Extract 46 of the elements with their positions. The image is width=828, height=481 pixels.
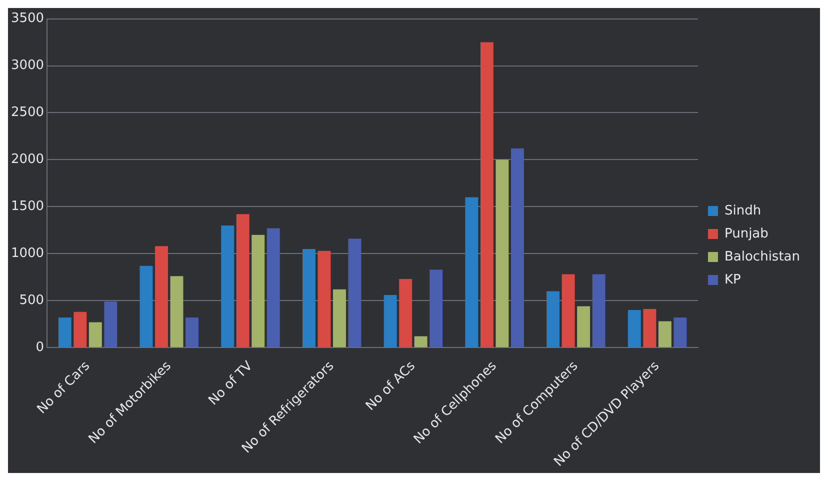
bar: [266, 228, 280, 348]
y-tick-label: 500: [19, 292, 44, 308]
x-tick-label: No of TV: [206, 358, 256, 408]
bar: [496, 160, 509, 348]
bar: [318, 250, 331, 348]
bar: [414, 336, 428, 348]
bar: [302, 248, 316, 348]
bar: [674, 318, 687, 348]
bar: [332, 289, 346, 348]
bar: [546, 291, 560, 348]
legend-label: Balochistan: [724, 249, 800, 264]
bar: [348, 238, 362, 348]
bar: [510, 148, 524, 348]
bar: [643, 309, 656, 348]
y-tick-label: 3500: [10, 11, 44, 26]
bar: [74, 312, 87, 348]
y-tick-label: 0: [36, 340, 44, 355]
bar: [252, 234, 265, 348]
bar: [562, 274, 575, 348]
legend-label: Punjab: [724, 226, 768, 242]
bar: [155, 246, 168, 348]
bar: [658, 321, 672, 348]
y-tick-label: 2000: [10, 152, 44, 168]
bar: [384, 294, 397, 348]
bar: [236, 214, 250, 348]
bar: [592, 274, 606, 348]
bar: [104, 302, 118, 348]
bar: [221, 225, 234, 348]
x-tick-label: No of ACs: [363, 358, 419, 414]
bar: [58, 318, 72, 348]
y-tick-label: 1000: [10, 246, 44, 262]
legend-label: KP: [724, 272, 741, 288]
bar: [628, 310, 641, 348]
bar: [88, 322, 102, 348]
legend-label: Sindh: [724, 203, 762, 218]
y-tick-label: 2500: [10, 105, 44, 120]
bar: [140, 266, 153, 348]
bar: [577, 306, 590, 348]
bar: [399, 279, 412, 348]
y-tick-label: 3000: [10, 58, 44, 74]
bar: [170, 276, 184, 348]
y-tick-label: 1500: [10, 199, 44, 214]
bar: [480, 42, 494, 348]
bar: [186, 318, 198, 348]
bar: [465, 197, 478, 348]
bar: [430, 270, 443, 348]
